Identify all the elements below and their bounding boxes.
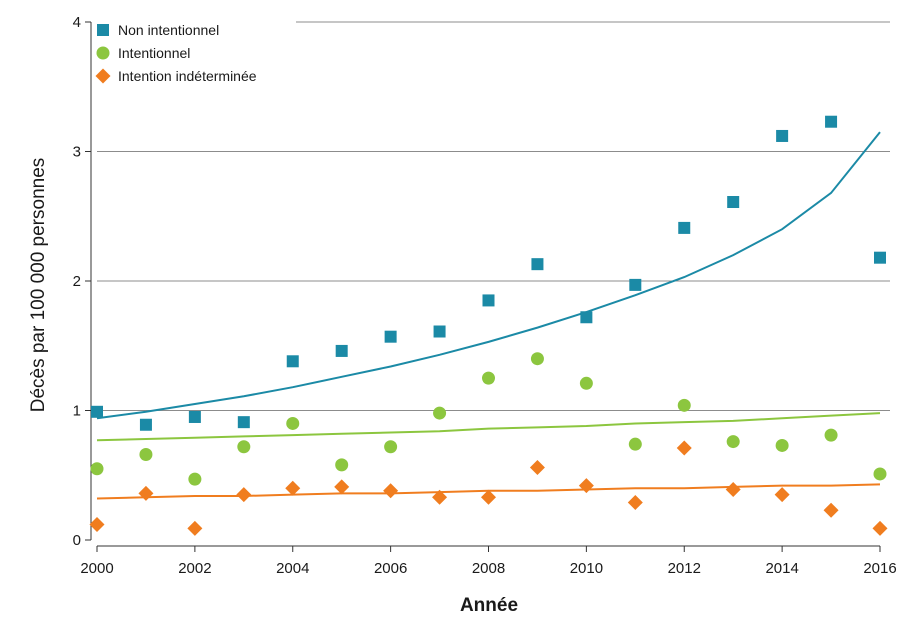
data-point [188, 472, 202, 486]
data-point [482, 371, 495, 385]
data-point [335, 344, 348, 357]
data-point [727, 196, 740, 209]
data-point [579, 376, 593, 390]
data-point [90, 462, 104, 476]
data-point [138, 485, 154, 501]
data-point [678, 221, 691, 234]
x-axis-title: Année [460, 595, 518, 616]
data-point [529, 459, 545, 475]
y-axis-title: Décès par 100 000 personnes [28, 158, 49, 413]
y-tick-label: 2 [73, 273, 81, 290]
legend-marker [95, 68, 111, 84]
data-point [91, 405, 103, 418]
y-tick-label: 4 [73, 14, 81, 31]
data-point [481, 489, 496, 505]
data-point [676, 440, 692, 456]
axes: 0 1 2 3 4 2000 2002 2004 2006 2008 2010 2012 2014 201… [73, 14, 897, 577]
x-tick-label: 2006 [374, 560, 407, 577]
data-point [285, 480, 301, 496]
data-point [237, 416, 250, 429]
legend-marker [96, 46, 110, 60]
grid-lines [97, 21, 890, 411]
data-point [236, 487, 252, 503]
x-tick-label: 2002 [178, 560, 211, 577]
data-point [139, 448, 153, 462]
data-point [384, 440, 398, 454]
data-point [286, 416, 300, 430]
trend-lines [96, 131, 881, 500]
y-tick-label: 0 [73, 532, 81, 549]
data-point [286, 355, 299, 368]
data-point [433, 406, 447, 420]
data-point [530, 352, 544, 366]
data-point [383, 483, 399, 499]
data-point [580, 311, 593, 324]
data-point [872, 520, 888, 536]
legend-marker [97, 24, 109, 36]
x-tick-label: 2008 [472, 560, 505, 577]
data-point [774, 487, 790, 503]
data-point [139, 418, 152, 431]
data-point [531, 258, 544, 271]
x-tick-label: 2014 [765, 560, 798, 577]
data-point [432, 489, 448, 505]
data-point [629, 278, 642, 291]
data-point [823, 502, 839, 518]
data-point [482, 294, 495, 307]
data-point [237, 440, 251, 454]
data-points [89, 115, 888, 536]
data-point [825, 115, 838, 128]
legend-label: Intention indéterminée [118, 68, 257, 84]
data-point [188, 410, 201, 423]
data-point [628, 437, 642, 451]
x-tick-label: 2010 [570, 560, 603, 577]
y-tick-label: 1 [73, 403, 81, 420]
data-point [627, 494, 643, 510]
data-point [873, 467, 887, 481]
data-point [677, 398, 691, 412]
data-point [89, 516, 105, 532]
y-tick-label: 3 [73, 144, 81, 161]
trend-line-2 [96, 412, 881, 442]
legend-label: Non intentionnel [118, 22, 219, 38]
data-point [824, 428, 838, 442]
data-point [726, 435, 740, 449]
data-point [578, 478, 594, 494]
x-tick-label: 2012 [668, 560, 701, 577]
data-point [433, 325, 446, 338]
data-point [776, 129, 789, 142]
data-point [187, 520, 203, 536]
data-point [725, 481, 741, 497]
data-point [335, 458, 349, 472]
data-point [334, 479, 350, 495]
x-tick-label: 2016 [863, 560, 896, 577]
x-tick-label: 2004 [276, 560, 309, 577]
data-point [384, 330, 397, 343]
legend-label: Intentionnel [118, 45, 190, 61]
data-point [775, 438, 789, 452]
trend-line-1 [96, 131, 881, 420]
x-tick-label: 2000 [80, 560, 113, 577]
data-point [874, 251, 886, 264]
legend: Non intentionnel Intentionnel Intention in… [95, 22, 257, 84]
